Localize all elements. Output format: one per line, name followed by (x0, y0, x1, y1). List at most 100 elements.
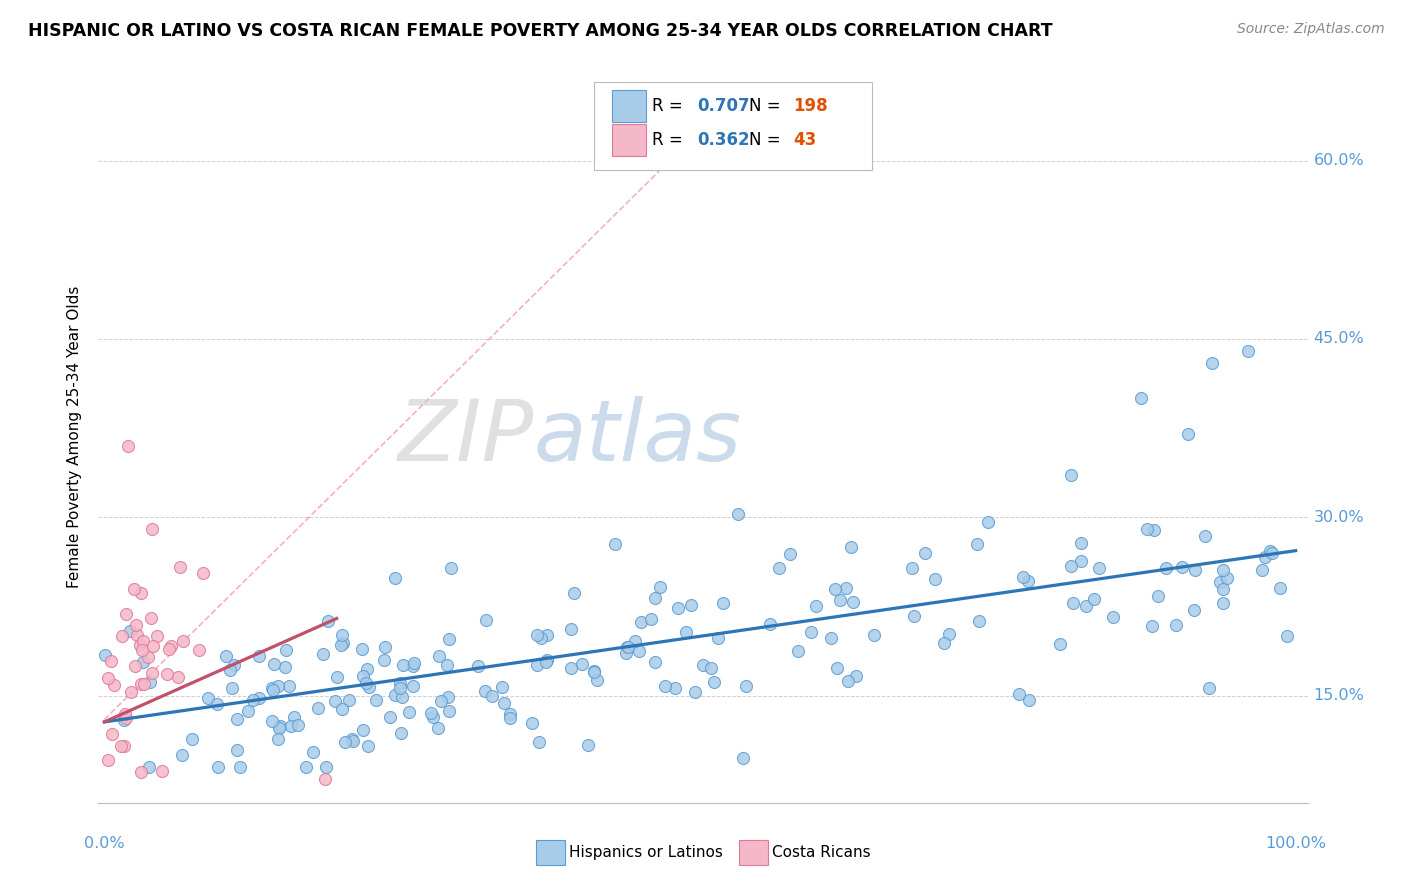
Point (427, 649, 450, 664)
Point (1261, 546, 1284, 560)
Point (354, 675, 377, 690)
Point (1251, 563, 1274, 577)
Text: Hispanics or Latinos: Hispanics or Latinos (569, 845, 723, 860)
Point (260, 714, 283, 729)
Point (392, 658, 415, 673)
Point (215, 648, 238, 663)
Point (650, 581, 672, 595)
Point (534, 655, 557, 669)
Point (1049, 636, 1071, 650)
Point (1070, 553, 1092, 567)
Text: 0.0%: 0.0% (84, 836, 125, 851)
Point (274, 660, 297, 674)
Point (146, 629, 169, 643)
Point (1209, 575, 1232, 590)
Point (824, 582, 846, 597)
Point (110, 739, 132, 754)
Point (711, 596, 734, 610)
Point (188, 642, 211, 657)
Point (389, 681, 412, 695)
Point (224, 658, 246, 673)
Point (1101, 610, 1123, 624)
Text: 198: 198 (793, 96, 828, 115)
Point (352, 723, 374, 737)
Point (242, 693, 264, 707)
Point (666, 600, 689, 615)
Point (560, 623, 582, 637)
Point (492, 696, 515, 710)
Point (114, 607, 136, 621)
Point (332, 635, 354, 649)
Point (437, 704, 460, 718)
Point (703, 675, 725, 690)
Point (835, 581, 858, 595)
Point (115, 711, 138, 725)
Point (768, 561, 790, 575)
Point (128, 638, 150, 652)
Text: 30.0%: 30.0% (1313, 510, 1364, 524)
Point (1143, 523, 1166, 537)
Point (1070, 536, 1092, 550)
Point (800, 625, 823, 640)
Point (837, 674, 859, 689)
Point (692, 657, 714, 672)
Point (1177, 427, 1199, 442)
Point (1008, 687, 1031, 701)
Point (436, 657, 458, 672)
Point (603, 537, 626, 551)
Point (316, 614, 339, 628)
Point (267, 732, 290, 747)
Point (278, 679, 301, 693)
Point (675, 625, 697, 640)
Point (266, 680, 288, 694)
Point (111, 629, 134, 643)
FancyBboxPatch shape (613, 90, 647, 122)
Point (312, 648, 335, 662)
Point (498, 706, 520, 721)
Point (1182, 603, 1205, 617)
Point (932, 636, 955, 650)
Text: atlas: atlas (534, 395, 742, 479)
Point (1087, 561, 1109, 575)
Point (614, 646, 637, 660)
Point (225, 712, 247, 726)
Point (141, 665, 163, 680)
Point (430, 694, 453, 708)
Point (218, 663, 240, 677)
Point (170, 820, 193, 834)
Text: N =: N = (749, 96, 786, 115)
Point (129, 764, 152, 779)
Point (481, 690, 503, 704)
Point (526, 657, 548, 672)
Point (845, 669, 868, 683)
Point (1216, 571, 1239, 585)
Point (263, 657, 285, 672)
Point (1136, 522, 1159, 536)
Point (274, 643, 297, 657)
Point (398, 705, 420, 719)
Point (287, 718, 309, 732)
Point (938, 626, 960, 640)
Point (247, 691, 270, 706)
Point (901, 561, 924, 575)
Point (127, 628, 149, 642)
Point (786, 644, 808, 658)
Point (169, 560, 191, 574)
Point (1194, 529, 1216, 543)
Point (330, 638, 353, 652)
Point (967, 614, 990, 628)
Point (733, 751, 755, 765)
Point (139, 611, 162, 625)
Point (924, 573, 946, 587)
Point (474, 683, 496, 698)
Point (804, 599, 827, 613)
Point (616, 640, 638, 655)
Point (247, 649, 270, 664)
Point (125, 618, 148, 632)
Point (1268, 581, 1291, 595)
Point (269, 719, 291, 733)
Text: R =: R = (652, 96, 688, 115)
FancyBboxPatch shape (613, 124, 647, 156)
Point (301, 745, 323, 759)
Point (388, 675, 411, 690)
